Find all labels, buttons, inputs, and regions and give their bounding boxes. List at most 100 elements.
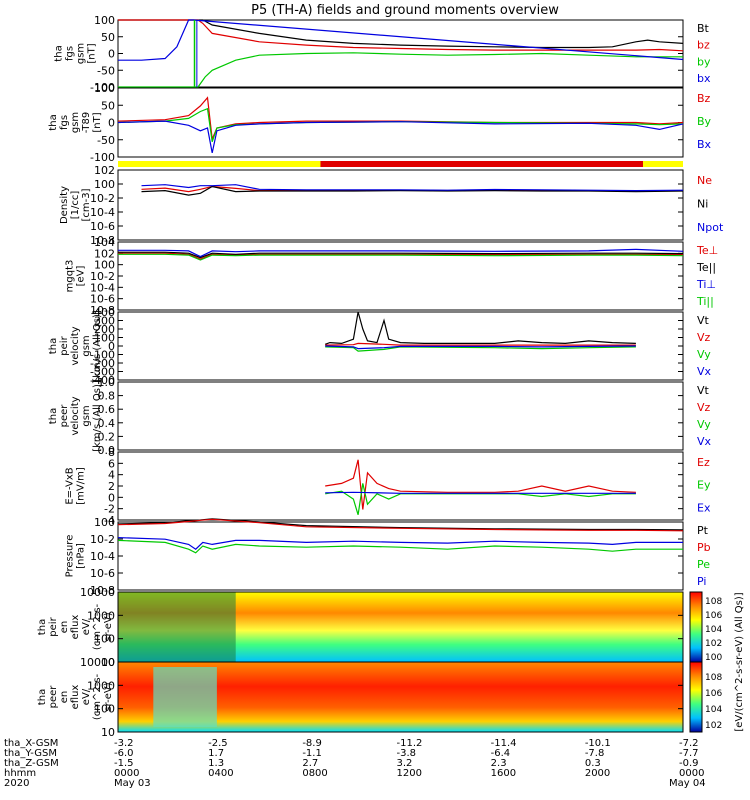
x-axis-value: 0800 bbox=[302, 768, 327, 779]
x-axis-value: 2.3 bbox=[491, 758, 507, 769]
series-line-Vt bbox=[324, 311, 636, 345]
y-tick-label: 102 bbox=[94, 247, 115, 260]
x-axis-value: -3.8 bbox=[397, 748, 417, 759]
y-tick-label: 10-2 bbox=[90, 270, 115, 283]
colorbar-tick-label: 102 bbox=[705, 721, 722, 731]
legend-entry: Te|| bbox=[696, 261, 716, 274]
y-tick-label: 0 bbox=[108, 491, 115, 504]
series-line-Ti|| bbox=[118, 253, 684, 261]
panel-frame bbox=[117, 521, 684, 591]
x-axis-row-label: tha_Z-GSM bbox=[4, 758, 59, 769]
legend-entry: Pt bbox=[697, 524, 709, 537]
y-tick-label: 1.0 bbox=[98, 376, 116, 389]
y-tick-label: 0.0 bbox=[98, 444, 116, 457]
colorbar-tick-label: 102 bbox=[705, 639, 722, 649]
legend-entry: Vz bbox=[697, 331, 711, 344]
colorbar: 108 106 104 102 100 108 106 104 102 [eV/(cm^2-s-s… bbox=[689, 591, 745, 733]
legend-entry: Ti|| bbox=[696, 295, 714, 308]
x-axis-value: -7.7 bbox=[679, 748, 699, 759]
panel-4: 10410210010-210-410-610-8mgqt3[eV]Te⊥Te|… bbox=[65, 236, 719, 317]
y-tick-label: 100 bbox=[94, 516, 115, 529]
panel-frame bbox=[117, 169, 684, 241]
legend-entry: Ni bbox=[697, 198, 708, 211]
x-axis-value: -3.2 bbox=[114, 738, 134, 749]
x-axis-row-label: tha_X-GSM bbox=[4, 738, 58, 749]
y-tick-label: 10-4 bbox=[90, 206, 115, 219]
panel-frame bbox=[117, 19, 684, 88]
y-axis-label: thapeirenefluxeV/(cm^2-s-sr-eV) bbox=[37, 603, 114, 650]
y-tick-label: 100 bbox=[94, 82, 115, 95]
x-axis-value: -10.1 bbox=[585, 738, 611, 749]
y-tick-label: 10-8 bbox=[90, 584, 115, 597]
y-tick-label: -50 bbox=[97, 64, 115, 77]
legend-entry: Npot bbox=[697, 221, 724, 234]
y-tick-label: 10 bbox=[101, 726, 115, 739]
series-line-Bz bbox=[117, 96, 684, 142]
series-line-Te⊥ bbox=[118, 252, 684, 260]
y-tick-label: 10-2 bbox=[90, 192, 115, 205]
y-tick-label: 10-2 bbox=[90, 533, 115, 546]
y-tick-label: -300 bbox=[90, 366, 115, 379]
legend-entry: Vy bbox=[697, 418, 711, 431]
y-axis-label: E=-VxB[mV/m] bbox=[65, 467, 87, 505]
panel-10: 10000 1000 100 10 thapeerenefluxeV/(cm^2-s-s… bbox=[37, 656, 684, 739]
y-axis-label: thafgsgsm[nT] bbox=[54, 43, 98, 64]
y-tick-label: 10 bbox=[101, 656, 115, 669]
x-axis-value: 1.7 bbox=[208, 748, 224, 759]
colorbar-lower bbox=[689, 661, 703, 733]
series-line-Ti⊥ bbox=[118, 248, 684, 258]
x-axis-value: 1200 bbox=[397, 768, 422, 779]
y-tick-label: 50 bbox=[101, 99, 115, 112]
x-axis-value: -0.9 bbox=[679, 758, 699, 769]
spectrogram-low-count-region bbox=[118, 592, 236, 662]
y-tick-label: 0.2 bbox=[98, 430, 116, 443]
y-tick-label: 1000 bbox=[87, 679, 115, 692]
panels-layer: 100500-50-100thafgsgsm[nT]Btbzbybx100500… bbox=[37, 14, 724, 739]
x-axis-value: -6.0 bbox=[114, 748, 134, 759]
legend-entry: Bz bbox=[697, 92, 711, 105]
y-tick-label: 300 bbox=[94, 315, 115, 328]
series-line-Vz bbox=[325, 342, 636, 346]
y-tick-label: -50 bbox=[97, 134, 115, 147]
y-tick-label: 0 bbox=[108, 117, 115, 130]
y-tick-label: -2 bbox=[104, 503, 115, 516]
legend-entry: Bt bbox=[697, 22, 710, 35]
y-tick-label: 0 bbox=[108, 340, 115, 353]
legend-entry: Ne bbox=[697, 174, 712, 187]
legend-entry: Pi bbox=[697, 575, 706, 588]
y-tick-label: 100 bbox=[94, 14, 115, 27]
x-axis-value: 0400 bbox=[208, 768, 233, 779]
colorbar-tick-label: 106 bbox=[705, 689, 722, 699]
panel-frame bbox=[117, 451, 684, 521]
legend-entry: Vz bbox=[697, 401, 711, 414]
series-line-Npot bbox=[141, 184, 684, 192]
y-tick-label: 102 bbox=[94, 164, 115, 177]
panel-9: 10000 1000 100 10 thapeirenefluxeV/(cm^2-s-s… bbox=[37, 586, 684, 669]
series-line-Ni bbox=[141, 185, 684, 196]
date-end-label: May 04 bbox=[669, 778, 706, 789]
y-tick-label: -100 bbox=[90, 151, 115, 164]
y-tick-label: 10000 bbox=[80, 656, 115, 669]
colorbar-tick-label: 104 bbox=[705, 705, 722, 715]
colorbar-tick-label: 108 bbox=[705, 673, 722, 683]
year-label: 2020 bbox=[4, 778, 29, 789]
y-axis-label: Pressure[nPa] bbox=[65, 535, 87, 578]
legend-entry: by bbox=[697, 55, 711, 68]
panel-1: 100 50 0 -50 -100 thafgsgsm[nT] Bt bz by bx bbox=[54, 14, 711, 94]
y-tick-label: 0 bbox=[108, 48, 115, 61]
y-tick-label: 0.6 bbox=[98, 403, 116, 416]
y-tick-label: 10-4 bbox=[90, 281, 115, 294]
legend-entry: bx bbox=[697, 72, 711, 85]
x-axis-value: 3.2 bbox=[397, 758, 413, 769]
legend-entry: Te⊥ bbox=[696, 244, 718, 257]
x-axis-value: -7.2 bbox=[679, 738, 699, 749]
colorbar-label: [eV/(cm^2-s-sr-eV) (All Qs)] bbox=[734, 592, 745, 731]
y-tick-label: 8 bbox=[108, 446, 115, 459]
x-axis-value: -8.9 bbox=[302, 738, 322, 749]
y-tick-label: 400 bbox=[94, 306, 115, 319]
date-start-label: May 03 bbox=[114, 778, 151, 789]
x-axis-rows: tha_X-GSM -3.2 -2.5 -8.9 -11.2 -11.4 -10.1 -7.2… bbox=[4, 738, 706, 789]
